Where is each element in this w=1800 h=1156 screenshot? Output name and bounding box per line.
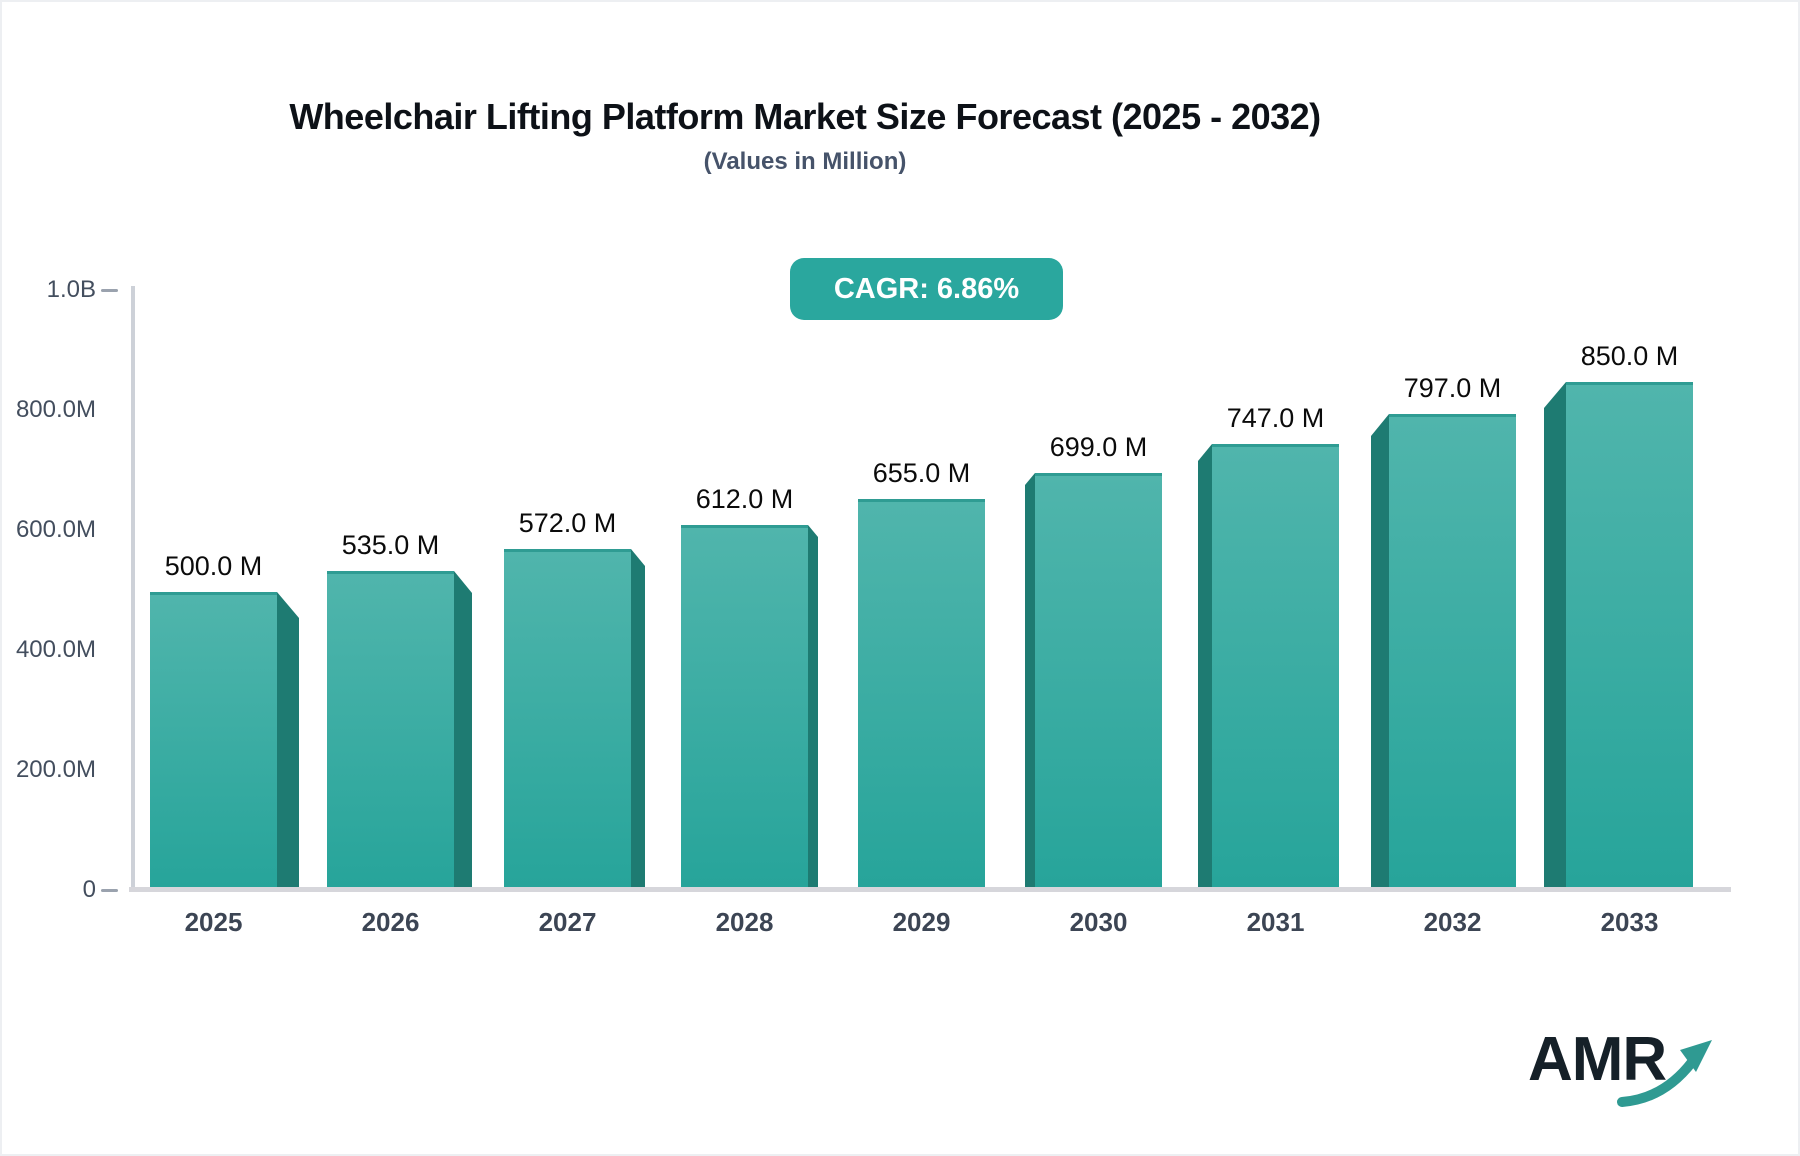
bar-2029 [858, 499, 985, 892]
bar-2032 [1389, 414, 1516, 892]
bar-2028 [681, 525, 808, 892]
y-tick-dash [101, 889, 118, 892]
x-tick-label: 2032 [1423, 907, 1482, 937]
x-tick-label: 2027 [538, 907, 597, 937]
y-tick-label: 200.0M [15, 756, 96, 783]
x-axis-baseline [129, 887, 1731, 892]
amr-logo: AMR [1528, 1028, 1728, 1118]
bar-2031 [1212, 444, 1339, 892]
bar-2033 [1566, 382, 1693, 892]
cagr-badge: CAGR: 6.86% [790, 258, 1063, 320]
bar-side-face [631, 549, 645, 892]
y-tick-label: 0 [82, 876, 96, 903]
chart-title: Wheelchair Lifting Platform Market Size … [289, 96, 1321, 137]
bar-side-face [808, 525, 818, 892]
chart-subtitle: (Values in Million) [703, 148, 907, 175]
bar-value-label: 612.0 M [695, 484, 794, 514]
growth-arrow-icon [1617, 1040, 1712, 1107]
bar-value-label: 699.0 M [1049, 432, 1148, 462]
bar-2027 [504, 549, 631, 892]
x-tick-label: 2030 [1069, 907, 1128, 937]
y-tick-label: 800.0M [15, 396, 96, 423]
amr-logo-text: AMR [1528, 1025, 1667, 1094]
x-tick-label: 2031 [1246, 907, 1305, 937]
bar-2026 [327, 571, 454, 892]
bar-value-label: 535.0 M [341, 530, 440, 560]
x-tick-label: 2033 [1600, 907, 1659, 937]
bar-side-face [1544, 382, 1566, 892]
bar-side-face [1371, 414, 1389, 892]
bar-value-label: 747.0 M [1226, 403, 1325, 433]
bar-value-label: 572.0 M [518, 508, 617, 538]
y-tick-label: 600.0M [15, 516, 96, 543]
bar-side-face [1198, 444, 1212, 892]
bar-value-label: 500.0 M [164, 551, 263, 581]
bar-value-label: 655.0 M [872, 458, 971, 488]
y-tick-dash [101, 289, 118, 292]
x-tick-label: 2028 [715, 907, 774, 937]
bar-side-face [277, 592, 299, 892]
y-axis-line [131, 286, 135, 892]
x-tick-label: 2025 [184, 907, 243, 937]
bar-2030 [1035, 473, 1162, 892]
y-tick-label: 400.0M [15, 636, 96, 663]
y-tick-label: 1.0B [46, 276, 96, 303]
bar-value-label: 797.0 M [1403, 373, 1502, 403]
bar-2025 [150, 592, 277, 892]
bar-value-label: 850.0 M [1580, 341, 1679, 371]
bar-side-face [1025, 473, 1035, 892]
x-tick-label: 2026 [361, 907, 420, 937]
x-tick-label: 2029 [892, 907, 951, 937]
bar-side-face [454, 571, 472, 892]
